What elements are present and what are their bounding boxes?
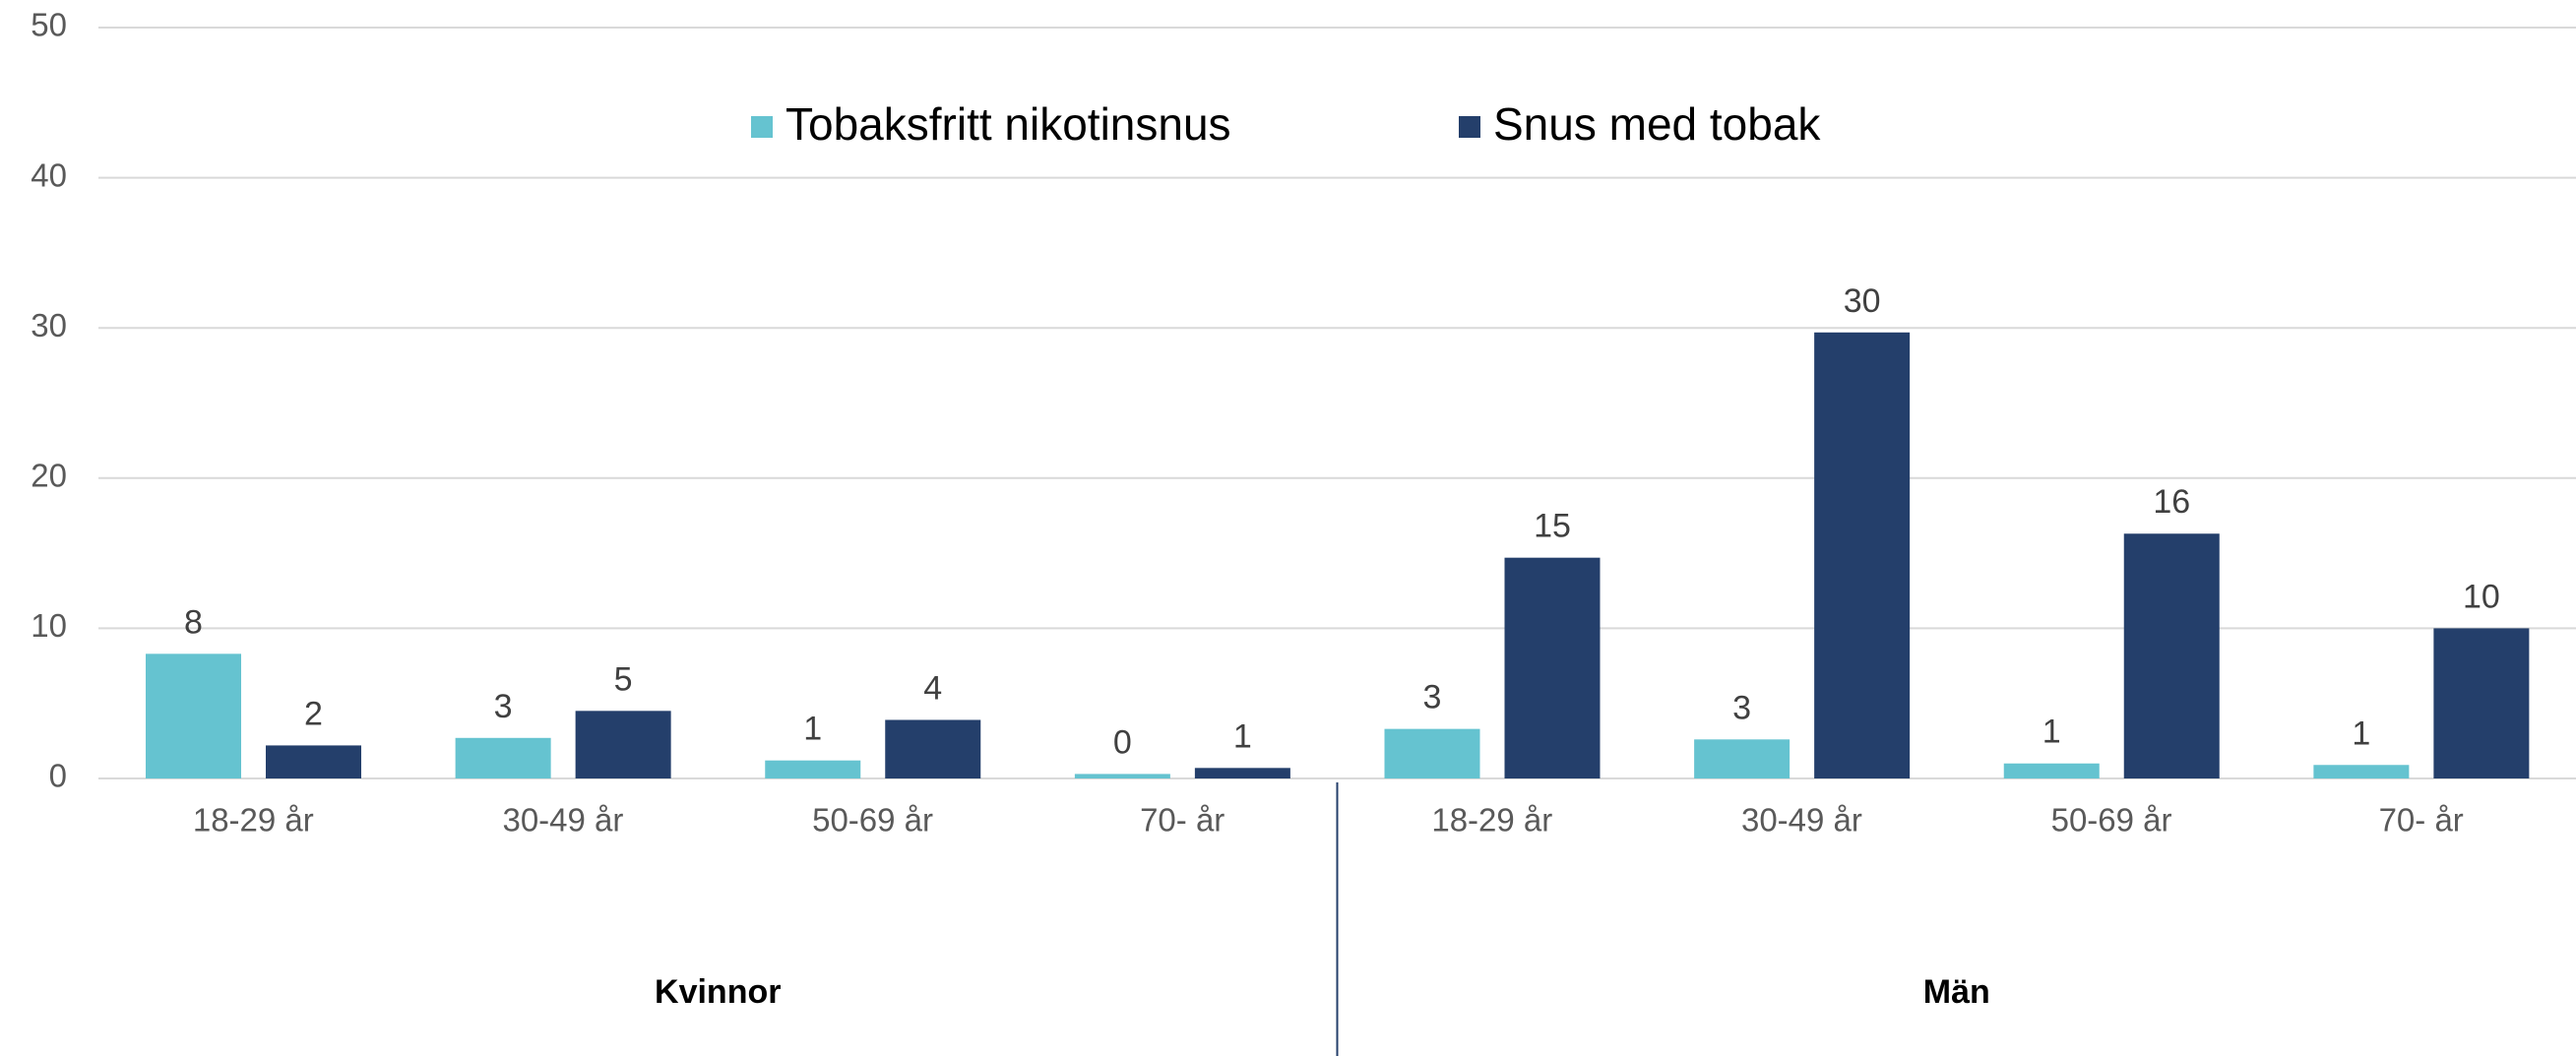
- x-tick-label: 70- år: [2379, 802, 2464, 839]
- value-label: 30: [1844, 282, 1881, 320]
- value-label: 1: [2352, 714, 2370, 752]
- x-tick-label: 50-69 år: [2051, 802, 2172, 839]
- legend-swatch: [751, 116, 773, 138]
- value-label: 3: [1423, 679, 1442, 716]
- y-tick-label: 30: [31, 307, 67, 343]
- value-label: 2: [304, 695, 323, 732]
- bar: [1814, 332, 1911, 778]
- bar: [1694, 739, 1791, 778]
- bar: [455, 737, 551, 778]
- bar: [765, 760, 861, 778]
- bar: [2313, 765, 2410, 778]
- bar: [1504, 557, 1601, 778]
- value-label: 3: [1732, 689, 1751, 726]
- bar: [2123, 533, 2220, 778]
- x-tick-label: 18-29 år: [193, 802, 314, 839]
- legend-label: Tobaksfritt nikotinsnus: [785, 98, 1231, 150]
- bar: [266, 745, 361, 778]
- value-label: 0: [1113, 723, 1132, 761]
- value-label: 10: [2463, 578, 2500, 615]
- value-label: 1: [1233, 717, 1252, 755]
- bar: [146, 653, 241, 778]
- value-label: 4: [923, 669, 942, 707]
- value-label: 8: [184, 603, 203, 641]
- group-label: Män: [1923, 973, 1990, 1011]
- bar: [1194, 768, 1290, 778]
- value-label: 15: [1534, 508, 1571, 545]
- bar: [885, 719, 981, 778]
- group-label: Kvinnor: [655, 973, 781, 1011]
- x-tick-label: 70- år: [1140, 802, 1225, 839]
- bar: [2433, 628, 2530, 778]
- y-tick-label: 40: [31, 156, 67, 193]
- legend-label: Snus med tobak: [1493, 98, 1821, 150]
- value-label: 16: [2153, 483, 2190, 521]
- y-tick-label: 0: [49, 758, 67, 794]
- y-tick-label: 20: [31, 458, 67, 494]
- x-tick-label: 18-29 år: [1431, 802, 1552, 839]
- value-label: 1: [803, 711, 822, 748]
- y-tick-label: 10: [31, 607, 67, 644]
- value-label: 1: [2042, 714, 2061, 751]
- y-tick-label: 50: [31, 7, 67, 43]
- bar: [2003, 763, 2100, 778]
- x-tick-label: 30-49 år: [1741, 802, 1862, 839]
- x-tick-label: 50-69 år: [812, 802, 933, 839]
- bar: [1384, 728, 1480, 778]
- bar: [575, 711, 671, 778]
- x-tick-label: 30-49 år: [502, 802, 623, 839]
- value-label: 3: [494, 688, 513, 725]
- bar: [1074, 774, 1170, 778]
- value-label: 5: [614, 660, 633, 698]
- legend-swatch: [1459, 116, 1480, 138]
